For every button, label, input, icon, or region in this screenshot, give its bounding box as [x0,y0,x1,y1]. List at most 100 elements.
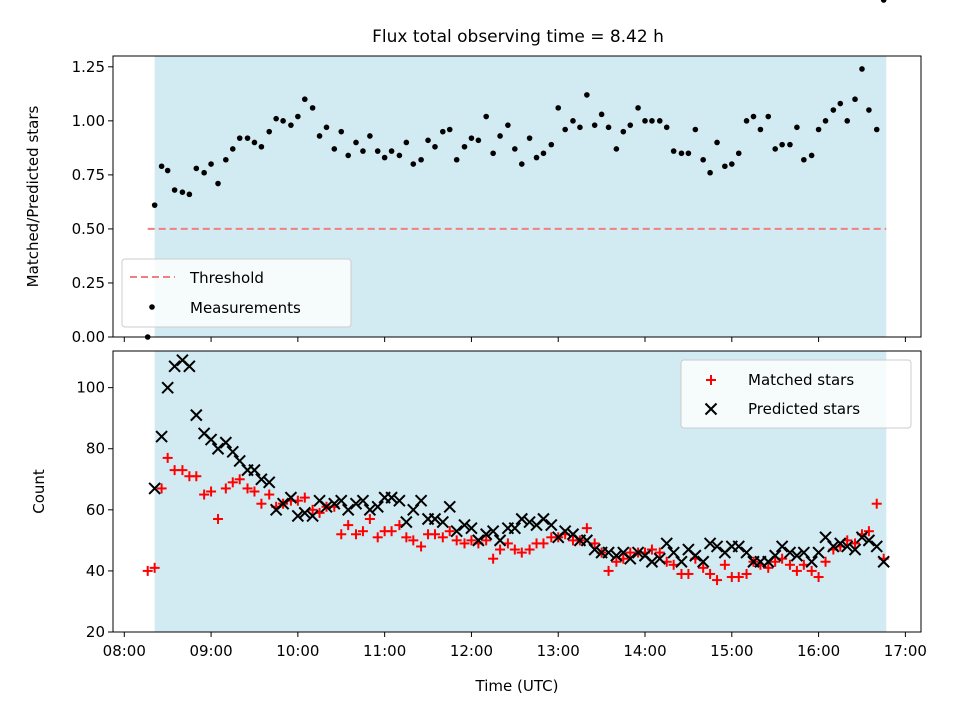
measurement-point [186,191,193,198]
count-legend-box [680,359,912,429]
predicted-star-point [486,524,500,538]
measurement-point [171,187,178,193]
predicted-star-point [255,473,268,486]
matched-star-point [343,520,354,531]
matched-star-point [488,553,499,564]
predicted-star-point [341,503,355,517]
measurement-point [692,126,699,133]
matched-star-point [336,529,347,540]
measurement-point [309,105,316,111]
matched-star-point [142,565,153,576]
measurement-point [288,122,294,128]
measurement-point [620,128,627,135]
measurement-point [707,169,713,176]
measurement-point [678,150,685,157]
measurement-point [353,139,359,146]
predicted-star-point [472,534,485,547]
predicted-star-point [284,491,298,504]
measurement-point [852,96,858,103]
measurement-point [461,143,468,150]
predicted-star-point [183,360,196,373]
predicted-star-point [335,494,348,507]
predicted-star-point [827,540,840,553]
predicted-star-point [689,549,702,562]
measurement-point [295,113,301,120]
measurement-points [144,0,887,340]
matched-star-point [256,498,267,509]
count-x-tick-label: 13:00 [537,642,580,660]
measurement-point [722,163,728,170]
measurement-point [598,111,605,118]
measurement-point [323,124,330,131]
ratio-y-tick-label: 0.00 [72,328,105,346]
measurement-point [439,128,446,135]
count-y-tick-label: 100 [76,379,105,397]
matched-star-point [264,489,275,500]
measurement-point [555,105,562,111]
predicted-star-point [263,476,276,489]
count-x-tick-label: 12:00 [450,642,493,660]
predicted-star-point [675,555,688,568]
count-y-axis-label: Count [30,469,48,514]
predicted-star-point [545,518,558,532]
matched-star-point [683,568,694,579]
predicted-legend-swatch [704,402,718,416]
matched-star-point [242,483,253,494]
matched-star-point [459,538,470,549]
measurement-point [302,96,308,103]
figure-title: Flux total observing time = 8.42 h [372,27,664,47]
matched-star-point [668,559,679,570]
count-x-tick-label: 09:00 [189,642,232,660]
count-y-tick-label: 20 [86,623,105,641]
count-x-tick-label: 11:00 [363,642,406,660]
matched-star-point [871,498,882,509]
matched-star-point [234,474,245,485]
matched-star-point [603,565,614,576]
predicted-star-point [356,494,370,507]
matched-star-point [806,565,817,576]
matched-star-point [307,504,318,515]
matched-star-point [502,538,513,549]
measurement-point [605,124,612,131]
predicted-star-point [148,482,161,495]
matched-star-point [798,559,809,570]
predicted-star-point [523,515,536,529]
predicted-star-point [696,555,710,568]
matched-star-point [813,572,824,583]
predicted-star-point [248,463,261,477]
predicted-star-point [732,540,745,553]
predicted-star-point [393,494,406,507]
count-x-tick-label: 10:00 [276,642,319,660]
predicted-star-point [493,534,507,547]
matched-star-point [199,489,210,500]
predicted-star-point [537,512,550,526]
measurement-point [273,115,279,122]
measurement-point [837,100,844,107]
predicted-star-point [870,540,883,553]
predicted-star-point [458,518,471,532]
matched-star-point [364,513,375,524]
measurement-point [808,152,815,159]
measurement-point [360,148,366,154]
predicted-star-point [848,543,862,556]
predicted-star-point [414,494,428,507]
predicted-star-point [610,549,623,562]
predicted-star-point [660,537,673,550]
matched-star-point [863,526,874,537]
matched-star-point [220,483,231,494]
measurement-point [548,141,555,148]
predicted-star-point [877,555,890,568]
matched-star-point [451,535,462,546]
matched-star-point [299,492,310,503]
measurement-point [815,126,822,133]
measurement-point [158,163,165,170]
measurement-point [316,133,323,139]
matched-legend-label: Matched stars [748,371,854,389]
matched-stars-points [142,452,889,586]
measurement-point [562,126,568,133]
measurement-point [215,180,221,187]
measurement-point [844,118,851,124]
measurement-point [446,126,453,133]
matched-star-point [162,452,173,463]
matched-star-point [481,535,492,546]
